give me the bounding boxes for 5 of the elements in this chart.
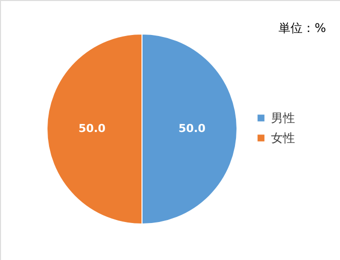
text: 単位：% bbox=[278, 21, 326, 35]
data-label: 50.0 bbox=[78, 122, 106, 135]
data-label: 50.0 bbox=[178, 122, 206, 135]
legend-label: 男性 bbox=[271, 111, 295, 125]
legend-label: 女性 bbox=[271, 131, 295, 145]
